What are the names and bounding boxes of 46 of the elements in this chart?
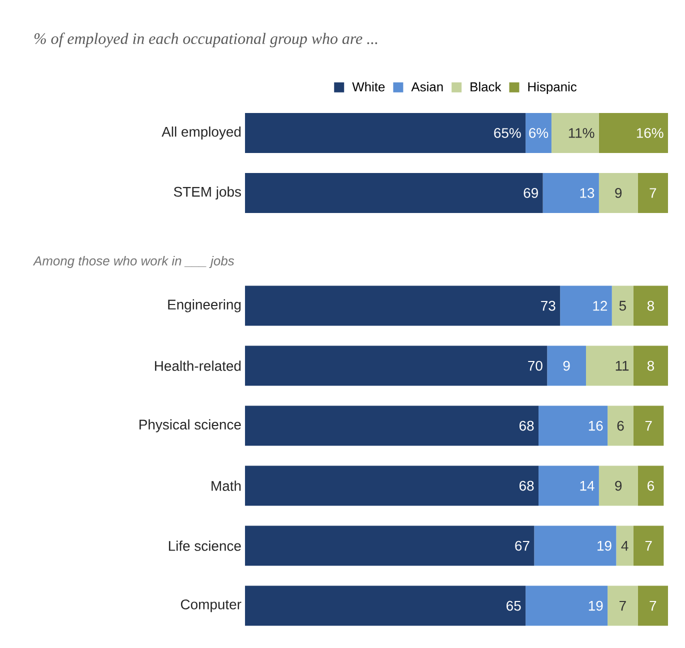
data-label: 9 — [615, 188, 622, 198]
data-label: 69 — [524, 188, 538, 198]
y-tick-label: Math — [212, 480, 241, 491]
data-label: 68 — [520, 480, 534, 491]
data-label: 70 — [528, 360, 542, 371]
y-tick-label: Health-related — [155, 360, 241, 371]
data-label: 65 — [506, 600, 521, 611]
data-label: 12 — [593, 300, 607, 311]
data-label: 4 — [621, 540, 628, 551]
data-label: 19 — [588, 600, 603, 611]
data-label: 16% — [636, 128, 664, 138]
data-label: 11 — [616, 360, 629, 371]
legend-label: Asian — [411, 82, 443, 92]
y-tick-label: STEM jobs — [174, 186, 241, 200]
data-label: 19 — [598, 540, 612, 551]
data-label: 6 — [648, 480, 654, 491]
chart-title: % of employed in each occupational group who are ... — [34, 32, 378, 48]
data-label: 7 — [620, 600, 626, 611]
data-label: 11% — [568, 128, 594, 138]
data-label: 68 — [520, 420, 534, 431]
data-label: 8 — [647, 360, 654, 371]
data-label: 7 — [650, 188, 656, 198]
data-label: 5 — [619, 300, 626, 311]
y-tick-label: Life science — [168, 540, 241, 551]
data-label: 73 — [541, 300, 556, 311]
data-label: 7 — [650, 600, 656, 611]
data-label: 6% — [529, 128, 548, 138]
y-tick-label: Physical science — [140, 419, 241, 432]
data-label: 9 — [615, 480, 622, 491]
legend-label: White — [352, 82, 385, 92]
data-label: 67 — [515, 540, 530, 551]
y-tick-label: All employed — [162, 126, 241, 140]
data-label: 7 — [645, 420, 652, 431]
data-label: 6 — [617, 420, 624, 431]
data-label: 7 — [645, 540, 652, 551]
legend-label: Hispanic — [528, 82, 577, 94]
data-label: 13 — [580, 188, 594, 198]
data-label: 9 — [563, 360, 570, 371]
data-label: 8 — [647, 300, 654, 311]
data-label: 14 — [580, 480, 594, 491]
y-tick-label: Computer — [180, 599, 242, 612]
data-label: 65% — [494, 128, 521, 138]
legend-label: Black — [470, 82, 502, 92]
data-label: 16 — [588, 420, 603, 431]
y-tick-label: Engineering — [168, 299, 241, 312]
text: Among those who work in ___ jobs — [32, 256, 234, 268]
